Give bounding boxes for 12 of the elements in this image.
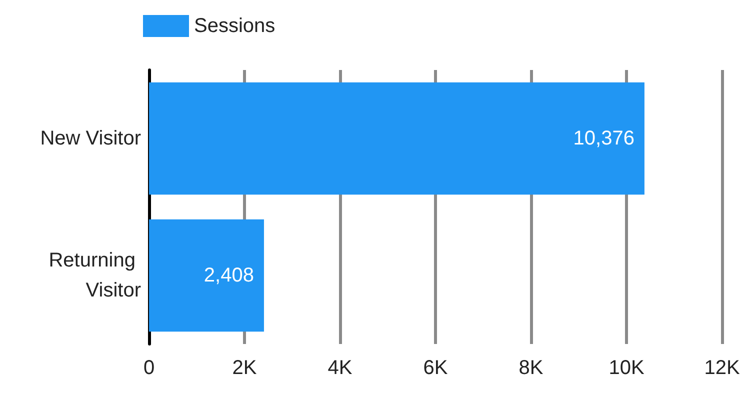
x-tick-label: 8K	[518, 357, 544, 379]
x-tick-label: 12K	[704, 357, 740, 379]
x-tick-label: 2K	[232, 357, 258, 379]
x-tick-label: 6K	[423, 357, 448, 379]
data-label: 10,376	[573, 128, 634, 150]
x-tick-label: 10K	[608, 357, 645, 379]
legend-label: Sessions	[194, 15, 276, 37]
x-tick-label: 0	[143, 357, 155, 379]
x-tick-label: 4K	[328, 357, 353, 379]
y-tick-label: New Visitor	[40, 128, 142, 150]
data-label: 2,408	[204, 264, 254, 286]
y-tick-label: Returning Visitor	[48, 250, 142, 302]
